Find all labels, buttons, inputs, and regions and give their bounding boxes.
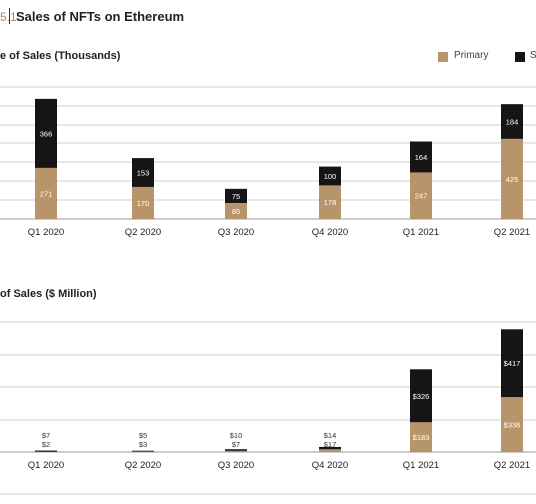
bar-primary-dollars-0 bbox=[35, 451, 57, 453]
bar-primary-dollars-4 bbox=[410, 422, 432, 452]
data-label-primary-dollars-0: $2 bbox=[42, 440, 50, 449]
bar-primary-units-3 bbox=[319, 185, 341, 219]
data-label-secondary-units-0: 366 bbox=[40, 129, 53, 138]
bar-primary-units-2 bbox=[225, 202, 247, 219]
data-label-secondary-dollars-1: $5 bbox=[139, 431, 147, 440]
bar-secondary-units-0 bbox=[35, 98, 57, 168]
data-label-primary-units-5: 425 bbox=[506, 175, 519, 184]
bar-primary-units-5 bbox=[501, 138, 523, 219]
data-label-primary-dollars-4: $183 bbox=[413, 433, 430, 442]
bar-secondary-dollars-5 bbox=[501, 329, 523, 398]
data-label-primary-units-4: 247 bbox=[415, 192, 428, 201]
legend-label-secondary: Se bbox=[530, 50, 536, 61]
data-label-secondary-units-4: 164 bbox=[415, 153, 428, 162]
data-label-secondary-units-2: 75 bbox=[232, 192, 240, 201]
bar-secondary-units-5 bbox=[501, 104, 523, 139]
x-tick-label-units-0: Q1 2020 bbox=[28, 227, 64, 238]
bar-secondary-units-2 bbox=[225, 188, 247, 203]
data-label-secondary-dollars-3: $14 bbox=[324, 431, 337, 440]
legend-label-primary: Primary bbox=[454, 50, 489, 61]
bar-secondary-dollars-1 bbox=[132, 450, 154, 452]
panel-2-title: of Sales ($ Million) bbox=[0, 288, 97, 300]
data-label-primary-units-3: 178 bbox=[324, 198, 337, 207]
data-label-primary-units-1: 170 bbox=[137, 199, 150, 208]
bar-secondary-units-3 bbox=[319, 166, 341, 186]
figure-number: 5.1 bbox=[0, 10, 17, 24]
bar-primary-dollars-1 bbox=[132, 451, 154, 453]
data-label-primary-dollars-5: $338 bbox=[504, 421, 521, 430]
x-tick-label-units-2: Q3 2020 bbox=[218, 227, 254, 238]
x-tick-label-units-3: Q4 2020 bbox=[312, 227, 348, 238]
data-label-secondary-dollars-4: $326 bbox=[413, 392, 430, 401]
x-tick-label-dollars-1: Q2 2020 bbox=[125, 460, 161, 471]
data-label-secondary-dollars-2: $10 bbox=[230, 431, 243, 440]
bar-secondary-units-4 bbox=[410, 141, 432, 173]
data-label-primary-dollars-1: $3 bbox=[139, 440, 147, 449]
bar-secondary-units-1 bbox=[132, 158, 154, 187]
bar-primary-units-4 bbox=[410, 172, 432, 219]
bar-secondary-dollars-2 bbox=[225, 449, 247, 451]
data-label-secondary-dollars-0: $7 bbox=[42, 431, 50, 440]
chart-header: 5.1 Sales of NFTs on Ethereum bbox=[0, 6, 536, 30]
chart-title: Sales of NFTs on Ethereum bbox=[16, 9, 185, 24]
x-tick-label-dollars-0: Q1 2020 bbox=[28, 460, 64, 471]
panel-1-title: e of Sales (Thousands) bbox=[0, 50, 121, 62]
x-tick-label-dollars-2: Q3 2020 bbox=[218, 460, 254, 471]
x-tick-label-units-4: Q1 2021 bbox=[403, 227, 439, 238]
bar-secondary-dollars-0 bbox=[35, 450, 57, 452]
data-label-secondary-units-1: 153 bbox=[137, 169, 150, 178]
x-tick-label-dollars-5: Q2 2021 bbox=[494, 460, 530, 471]
x-tick-label-dollars-3: Q4 2020 bbox=[312, 460, 348, 471]
legend-swatch-secondary bbox=[515, 52, 525, 62]
bar-primary-dollars-2 bbox=[225, 450, 247, 452]
data-label-primary-units-0: 271 bbox=[40, 189, 53, 198]
bar-secondary-dollars-4 bbox=[410, 369, 432, 423]
data-label-secondary-units-5: 184 bbox=[506, 118, 519, 127]
data-label-secondary-dollars-5: $417 bbox=[504, 359, 521, 368]
data-label-primary-dollars-2: $7 bbox=[232, 440, 240, 449]
x-tick-label-dollars-4: Q1 2021 bbox=[403, 460, 439, 471]
bar-primary-dollars-5 bbox=[501, 397, 523, 452]
legend-swatch-primary bbox=[438, 52, 448, 62]
data-label-primary-units-2: 85 bbox=[232, 207, 240, 216]
x-tick-label-units-5: Q2 2021 bbox=[494, 227, 530, 238]
bar-secondary-dollars-3 bbox=[319, 446, 341, 450]
bar-primary-dollars-3 bbox=[319, 449, 341, 452]
data-label-secondary-units-3: 100 bbox=[324, 172, 337, 181]
header-separator bbox=[9, 8, 10, 24]
x-tick-label-units-1: Q2 2020 bbox=[125, 227, 161, 238]
data-label-primary-dollars-3: $17 bbox=[324, 440, 337, 449]
bar-primary-units-1 bbox=[132, 186, 154, 219]
bar-primary-units-0 bbox=[35, 167, 57, 219]
